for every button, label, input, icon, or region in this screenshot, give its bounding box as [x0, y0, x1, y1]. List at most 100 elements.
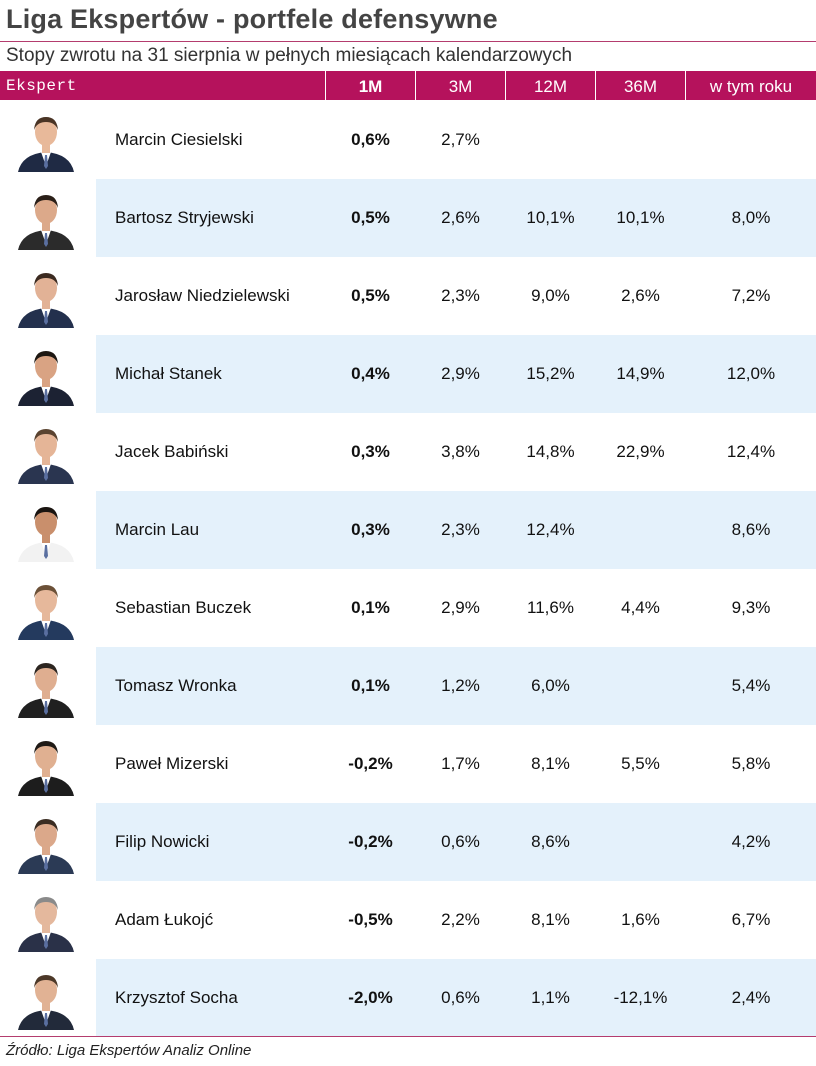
table-row[interactable]: Sebastian Buczek 0,1% 2,9% 11,6% 4,4% 9,3% — [0, 569, 816, 647]
avatar — [14, 576, 78, 640]
row-background — [96, 647, 816, 725]
header-separator — [415, 71, 416, 100]
return-3m: 2,9% — [441, 364, 480, 383]
return-ytd: 7,2% — [731, 286, 771, 305]
expert-name: Adam Łukojć — [115, 910, 214, 929]
return-ytd: 9,3% — [731, 598, 771, 617]
return-36m: 2,6% — [621, 286, 660, 305]
return-12m: 10,1% — [526, 208, 575, 227]
return-36m — [596, 803, 685, 881]
avatar — [14, 342, 78, 406]
table-row[interactable]: Adam Łukojć -0,5% 2,2% 8,1% 1,6% 6,7% — [0, 881, 816, 959]
return-3m: 1,2% — [441, 676, 480, 695]
return-36m: 4,4% — [621, 598, 660, 617]
return-36m: 10,1% — [616, 208, 665, 227]
return-ytd: 5,4% — [731, 676, 771, 695]
expert-name: Michał Stanek — [115, 364, 222, 383]
return-ytd: 12,4% — [726, 442, 776, 461]
header-separator — [505, 71, 506, 100]
header-separator — [595, 71, 596, 100]
table-row[interactable]: Krzysztof Socha -2,0% 0,6% 1,1% -12,1% 2,4% — [0, 959, 816, 1037]
row-background — [96, 803, 816, 881]
table-row[interactable]: Paweł Mizerski -0,2% 1,7% 8,1% 5,5% 5,8% — [0, 725, 816, 803]
return-1m: -0,2% — [348, 754, 393, 773]
page-subtitle: Stopy zwrotu na 31 sierpnia w pełnych mi… — [6, 45, 573, 66]
return-ytd: 5,8% — [731, 754, 771, 773]
avatar — [14, 108, 78, 172]
table-row[interactable]: Tomasz Wronka 0,1% 1,2% 6,0% 5,4% — [0, 647, 816, 725]
return-1m: 0,3% — [351, 442, 390, 461]
return-36m: -12,1% — [613, 988, 668, 1007]
avatar — [14, 420, 78, 484]
return-1m: 0,6% — [351, 130, 390, 149]
return-36m: 1,6% — [621, 910, 660, 929]
expert-name: Sebastian Buczek — [115, 598, 252, 617]
table-row[interactable]: Jacek Babiński 0,3% 3,8% 14,8% 22,9% 12,4% — [0, 413, 816, 491]
return-3m: 2,3% — [441, 520, 480, 539]
avatar — [14, 966, 78, 1030]
page-title: Liga Ekspertów - portfele defensywne — [6, 4, 498, 34]
return-36m — [596, 491, 685, 569]
return-1m: 0,5% — [351, 286, 390, 305]
return-3m: 1,7% — [441, 754, 480, 773]
header-ytd[interactable]: w tym roku — [709, 77, 793, 96]
return-36m: 5,5% — [621, 754, 660, 773]
return-12m: 6,0% — [531, 676, 570, 695]
return-ytd: 6,7% — [731, 910, 771, 929]
table-row[interactable]: Filip Nowicki -0,2% 0,6% 8,6% 4,2% — [0, 803, 816, 881]
header-separator — [325, 71, 326, 100]
table-row[interactable]: Michał Stanek 0,4% 2,9% 15,2% 14,9% 12,0% — [0, 335, 816, 413]
return-36m: 14,9% — [616, 364, 665, 383]
table-row[interactable]: Bartosz Stryjewski 0,5% 2,6% 10,1% 10,1% 8,0% — [0, 179, 816, 257]
header-36m[interactable]: 36M — [623, 77, 658, 96]
return-12m: 1,1% — [531, 988, 570, 1007]
expert-name: Paweł Mizerski — [115, 754, 229, 773]
return-3m: 2,7% — [441, 130, 480, 149]
avatar — [14, 810, 78, 874]
header-3m[interactable]: 3M — [448, 77, 473, 96]
return-3m: 3,8% — [441, 442, 480, 461]
avatar — [14, 888, 78, 952]
table-row[interactable]: Jarosław Niedzielewski 0,5% 2,3% 9,0% 2,6% 7,… — [0, 257, 816, 335]
return-12m — [506, 101, 595, 179]
expert-name: Marcin Ciesielski — [115, 130, 243, 149]
return-3m: 2,3% — [441, 286, 480, 305]
table-header: Ekspert 1M 3M 12M 36M w tym roku — [0, 71, 816, 100]
avatar — [14, 264, 78, 328]
expert-name: Jarosław Niedzielewski — [115, 286, 290, 305]
return-1m: -2,0% — [348, 988, 393, 1007]
return-12m: 9,0% — [531, 286, 570, 305]
return-ytd: 4,2% — [731, 832, 771, 851]
expert-name: Filip Nowicki — [115, 832, 210, 851]
return-3m: 2,9% — [441, 598, 480, 617]
source-note: Źródło: Liga Ekspertów Analiz Online — [6, 1042, 252, 1059]
return-12m: 8,6% — [531, 832, 570, 851]
return-12m: 12,4% — [526, 520, 575, 539]
avatar — [14, 498, 78, 562]
title-divider — [0, 41, 816, 42]
return-36m — [596, 101, 685, 179]
row-background — [96, 959, 816, 1037]
header-ekspert[interactable]: Ekspert — [6, 77, 77, 95]
return-12m: 11,6% — [527, 598, 574, 617]
return-ytd: 8,0% — [731, 208, 771, 227]
return-ytd: 2,4% — [731, 988, 771, 1007]
row-background — [96, 491, 816, 569]
return-3m: 2,2% — [441, 910, 480, 929]
header-12m[interactable]: 12M — [533, 77, 568, 96]
row-background — [96, 335, 816, 413]
header-1m[interactable]: 1M — [358, 77, 383, 96]
expert-name: Tomasz Wronka — [115, 676, 237, 695]
return-12m: 8,1% — [531, 754, 570, 773]
table-row[interactable]: Marcin Ciesielski 0,6% 2,7% — [0, 101, 816, 179]
return-3m: 0,6% — [441, 988, 480, 1007]
table-row[interactable]: Marcin Lau 0,3% 2,3% 12,4% 8,6% — [0, 491, 816, 569]
return-3m: 2,6% — [441, 208, 480, 227]
return-3m: 0,6% — [441, 832, 480, 851]
return-1m: 0,4% — [351, 364, 390, 383]
avatar — [14, 654, 78, 718]
footer-divider — [0, 1036, 816, 1037]
return-12m: 15,2% — [526, 364, 575, 383]
return-1m: -0,5% — [348, 910, 393, 929]
header-separator — [685, 71, 686, 100]
